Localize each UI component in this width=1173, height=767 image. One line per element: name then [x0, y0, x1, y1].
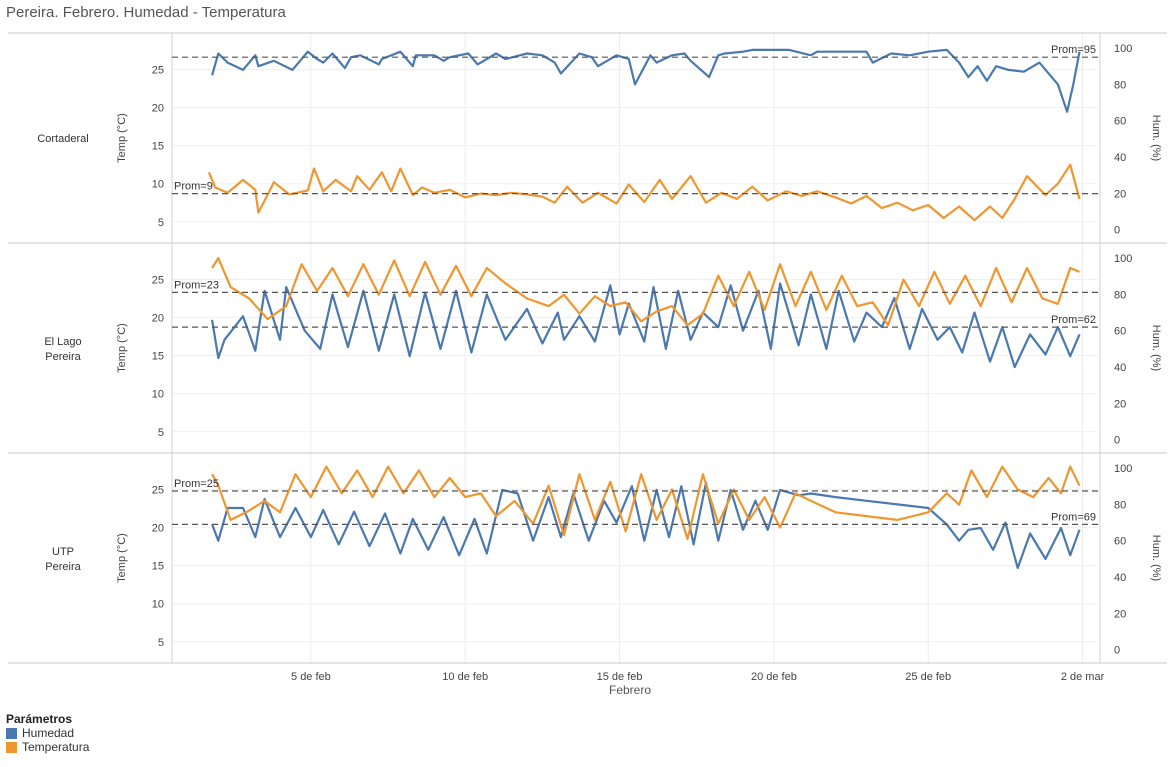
series-line-humedad-0	[212, 50, 1079, 112]
panel-layer	[8, 33, 1167, 663]
left-axis-title: Temp (°C)	[116, 323, 128, 373]
left-axis-title: Temp (°C)	[116, 113, 128, 163]
right-axis-title: Hum. (%)	[1150, 325, 1162, 371]
hum-mean-label: Prom=62	[1051, 314, 1096, 326]
right-axis-title: Hum. (%)	[1150, 535, 1162, 581]
left-tick-label: 10	[152, 389, 164, 401]
chart-plot-area: 5 de feb 10 de feb 15 de feb 20 de feb 25 de…	[0, 0, 1173, 705]
right-tick-label: 100	[1114, 463, 1132, 475]
left-tick-label: 20	[152, 103, 164, 115]
right-tick-label: 20	[1114, 188, 1126, 200]
temp-mean-label: Prom=9	[174, 181, 213, 193]
right-axis-title: Hum. (%)	[1150, 115, 1162, 161]
legend-swatch-temperatura	[6, 742, 17, 753]
x-tick-label: 15 de feb	[597, 671, 643, 683]
left-tick-label: 10	[152, 179, 164, 191]
right-tick-label: 100	[1114, 43, 1132, 55]
row-header-1: El Lago Pereira	[44, 336, 81, 363]
legend: Parámetros Humedad Temperatura	[6, 712, 89, 754]
right-tick-label: 80	[1114, 499, 1126, 511]
left-tick-label: 5	[158, 427, 164, 439]
left-axis-title: Temp (°C)	[116, 533, 128, 583]
row-header-line: Cortaderal	[37, 133, 88, 145]
left-tick-label: 5	[158, 217, 164, 229]
right-tick-label: 100	[1114, 253, 1132, 265]
temp-mean-label: Prom=23	[174, 279, 219, 291]
left-tick-label: 25	[152, 484, 164, 496]
left-tick-label: 15	[152, 351, 164, 363]
legend-title: Parámetros	[6, 712, 89, 726]
legend-swatch-humedad	[6, 728, 17, 739]
right-tick-label: 60	[1114, 116, 1126, 128]
right-tick-label: 20	[1114, 398, 1126, 410]
right-tick-label: 0	[1114, 435, 1120, 447]
x-axis-label: Febrero	[609, 683, 651, 697]
right-tick-label: 60	[1114, 326, 1126, 338]
row-header-2: UTP Pereira	[45, 546, 81, 573]
left-tick-label: 25	[152, 274, 164, 286]
row-header-line: El Lago	[44, 336, 81, 348]
legend-label-temperatura: Temperatura	[22, 740, 89, 754]
right-tick-label: 0	[1114, 645, 1120, 657]
row-header-line: Pereira	[45, 561, 81, 573]
left-tick-label: 20	[152, 313, 164, 325]
hum-mean-label: Prom=95	[1051, 44, 1096, 56]
right-tick-label: 80	[1114, 289, 1126, 301]
right-tick-label: 20	[1114, 608, 1126, 620]
left-tick-label: 15	[152, 561, 164, 573]
right-tick-label: 0	[1114, 225, 1120, 237]
legend-item-temperatura[interactable]: Temperatura	[6, 740, 89, 754]
right-tick-label: 40	[1114, 362, 1126, 374]
right-tick-label: 60	[1114, 536, 1126, 548]
left-tick-label: 10	[152, 599, 164, 611]
x-tick-label: 20 de feb	[751, 671, 797, 683]
x-tick-label: 2 de mar	[1061, 671, 1105, 683]
hum-mean-label: Prom=69	[1051, 511, 1096, 523]
right-tick-label: 80	[1114, 79, 1126, 91]
legend-item-humedad[interactable]: Humedad	[6, 726, 89, 740]
right-tick-label: 40	[1114, 572, 1126, 584]
x-tick-label: 10 de feb	[442, 671, 488, 683]
left-tick-label: 25	[152, 64, 164, 76]
series-line-temperatura-1	[212, 258, 1079, 325]
x-tick-label: 25 de feb	[905, 671, 951, 683]
series-line-humedad-1	[212, 284, 1079, 368]
legend-label-humedad: Humedad	[22, 726, 74, 740]
row-header-line: Pereira	[45, 351, 81, 363]
series-line-temperatura-0	[209, 165, 1080, 221]
row-header-line: UTP	[52, 546, 74, 558]
label-layer: 5 de feb 10 de feb 15 de feb 20 de feb 25 de…	[37, 43, 1162, 683]
left-tick-label: 5	[158, 637, 164, 649]
right-tick-label: 40	[1114, 152, 1126, 164]
left-tick-label: 20	[152, 523, 164, 535]
left-tick-label: 15	[152, 141, 164, 153]
x-tick-label: 5 de feb	[291, 671, 331, 683]
temp-mean-label: Prom=25	[174, 478, 219, 490]
row-header-0: Cortaderal	[37, 133, 88, 145]
